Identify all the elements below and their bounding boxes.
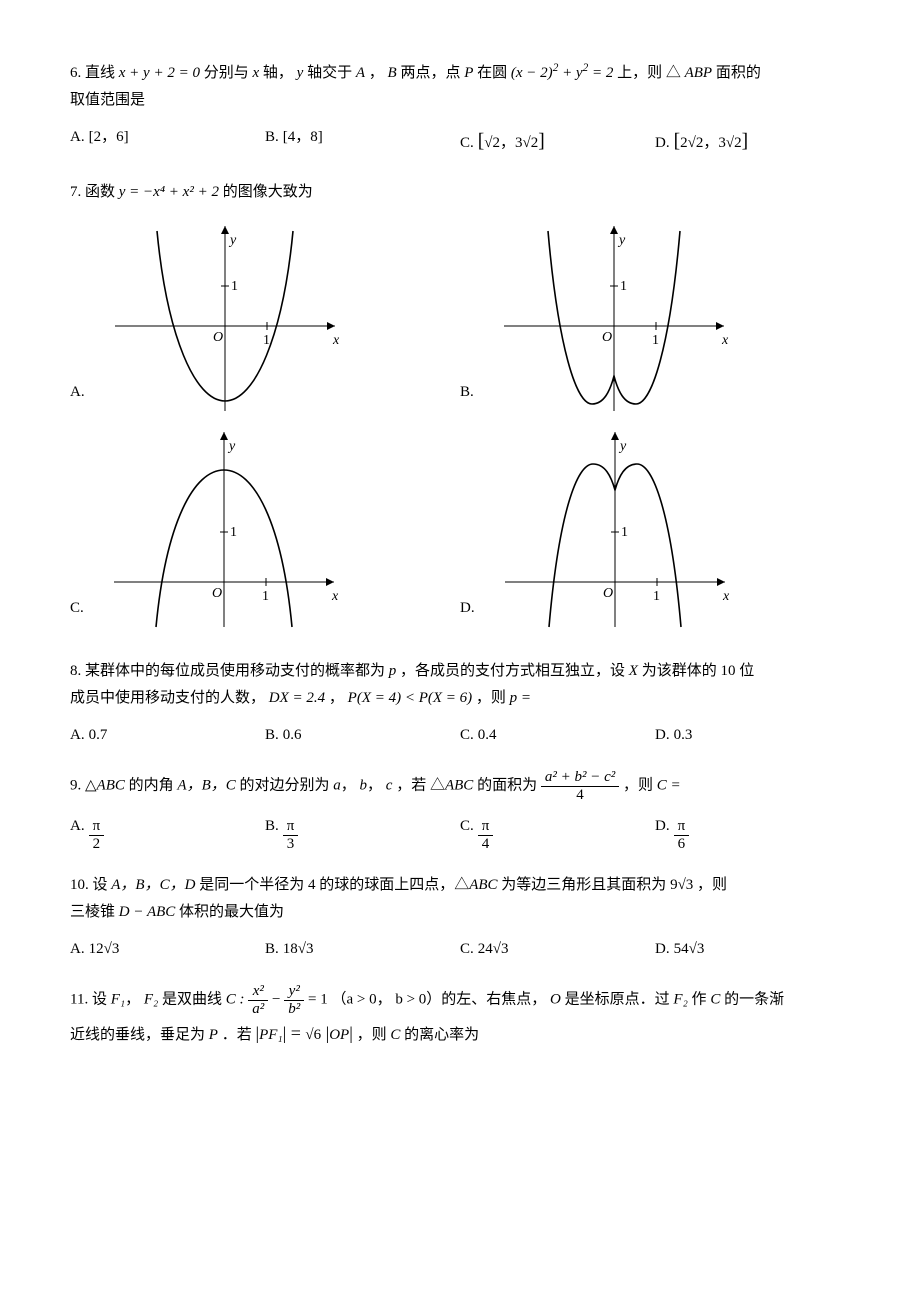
question-7: 7. 函数 y = −x⁴ + x² + 2 的图像大致为 A. O y x 1… [70,179,850,638]
q7-option-d: D. O y x 1 1 [460,422,850,632]
svg-text:y: y [617,233,626,248]
svg-text:x: x [332,333,340,348]
q7-option-b: B. O y x 1 1 [460,216,850,416]
q8-options: A.0.7 B.0.6 C.0.4 D.0.3 [70,722,850,749]
q10-options: A.12√3 B.18√3 C.24√3 D.54√3 [70,936,850,963]
q6-number: 6. [70,65,81,81]
question-10: 10. 设 A，B，C，D 是同一个半径为 4 的球的球面上四点，△ABC 为等… [70,872,850,963]
svg-text:x: x [722,589,730,604]
q10-option-d: D.54√3 [655,936,850,963]
svg-text:x: x [721,333,729,348]
q9-option-b: B.π3 [265,813,460,852]
svg-text:1: 1 [262,589,269,604]
q7-option-a: A. O y x 1 1 [70,216,460,416]
q9-option-a: A.π2 [70,813,265,852]
question-8: 8. 某群体中的每位成员使用移动支付的概率都为 p ，各成员的支付方式相互独立，… [70,658,850,749]
svg-text:1: 1 [653,589,660,604]
q7-graph-c: O y x 1 1 [94,422,354,632]
q9-option-d: D.π6 [655,813,850,852]
q7-graph-b: O y x 1 1 [484,216,744,416]
q6-option-b: B. [4，8] [265,124,460,159]
q11-number: 11. [70,992,88,1008]
svg-text:y: y [228,233,237,248]
q7-options: A. O y x 1 1 B. [70,216,850,638]
q6-option-d: D. [2√2，3√2] [655,124,850,159]
question-6: 6. 直线 x + y + 2 = 0 分别与 x 轴， y 轴交于 A ， B… [70,60,850,159]
q7-stem: 7. 函数 y = −x⁴ + x² + 2 的图像大致为 [70,179,850,206]
q8-number: 8. [70,663,81,679]
question-9: 9. △ABC 的内角 A，B，C 的对边分别为 a， b， c ，若 △ABC… [70,769,850,852]
q11-stem: 11. 设 F₁， F₂ 是双曲线 C : x²a² − y²b² = 1 （a… [70,983,850,1049]
q9-fraction: a² + b² − c² 4 [541,769,619,803]
svg-text:1: 1 [263,333,270,348]
svg-text:1: 1 [231,279,238,294]
q8-stem: 8. 某群体中的每位成员使用移动支付的概率都为 p ，各成员的支付方式相互独立，… [70,658,850,712]
svg-text:O: O [602,330,612,345]
q7-graph-d: O y x 1 1 [485,422,745,632]
question-11: 11. 设 F₁， F₂ 是双曲线 C : x²a² − y²b² = 1 （a… [70,983,850,1049]
q6-stem: 6. 直线 x + y + 2 = 0 分别与 x 轴， y 轴交于 A ， B… [70,60,850,114]
q10-number: 10. [70,877,89,893]
q10-option-a: A.12√3 [70,936,265,963]
q9-options: A.π2 B.π3 C.π4 D.π6 [70,813,850,852]
q8-option-d: D.0.3 [655,722,850,749]
svg-text:y: y [227,439,236,454]
q7-graph-a: O y x 1 1 [95,216,355,416]
q10-option-b: B.18√3 [265,936,460,963]
svg-text:1: 1 [621,525,628,540]
q9-stem: 9. △ABC 的内角 A，B，C 的对边分别为 a， b， c ，若 △ABC… [70,769,850,803]
svg-text:O: O [603,586,613,601]
q7-number: 7. [70,184,81,200]
q10-option-c: C.24√3 [460,936,655,963]
q8-option-b: B.0.6 [265,722,460,749]
svg-text:y: y [618,439,627,454]
svg-text:1: 1 [652,333,659,348]
svg-text:1: 1 [620,279,627,294]
q8-option-c: C.0.4 [460,722,655,749]
q6-options: A. [2，6] B. [4，8] C. [√2，3√2] D. [2√2，3√… [70,124,850,159]
q6-option-a: A. [2，6] [70,124,265,159]
q9-option-c: C.π4 [460,813,655,852]
svg-text:x: x [331,589,339,604]
q6-option-c: C. [√2，3√2] [460,124,655,159]
q8-option-a: A.0.7 [70,722,265,749]
q7-option-c: C. O y x 1 1 [70,422,460,632]
q9-number: 9. [70,778,81,794]
svg-text:O: O [213,330,223,345]
svg-text:O: O [212,586,222,601]
svg-text:1: 1 [230,525,237,540]
q10-stem: 10. 设 A，B，C，D 是同一个半径为 4 的球的球面上四点，△ABC 为等… [70,872,850,926]
